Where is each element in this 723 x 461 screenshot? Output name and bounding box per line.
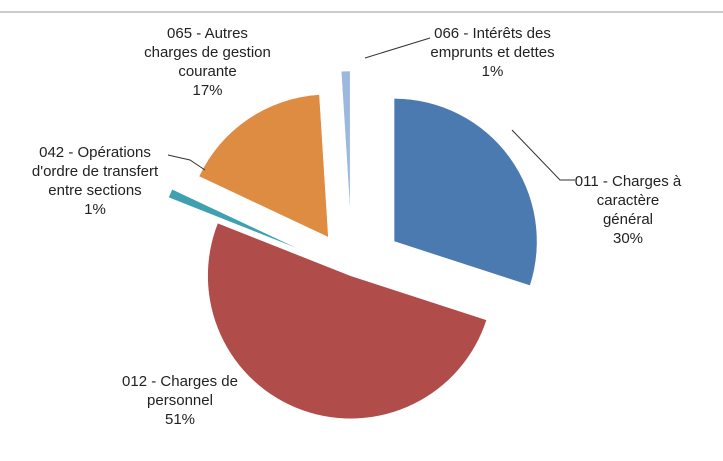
- value-label: 51%: [164, 411, 196, 428]
- leader-line: [364, 37, 431, 59]
- pie-slice: [340, 70, 351, 215]
- value-label: 1%: [481, 63, 504, 80]
- pie-slice: [393, 98, 538, 286]
- value-label: 1%: [84, 201, 106, 218]
- slice-label: 042 - Opérations d'ordre de transfert en…: [20, 143, 170, 219]
- category-label: 042 - Opérations d'ordre de transfert en…: [31, 144, 159, 199]
- category-label: 066 - Intérêts des emprunts et dettes: [430, 25, 555, 61]
- slice-label: 066 - Intérêts des emprunts et dettes 1%: [430, 24, 555, 81]
- pie-slice: [198, 94, 329, 238]
- leader-line: [511, 129, 575, 181]
- value-label: 30%: [612, 230, 644, 247]
- category-label: 011 - Charges à caractère général: [574, 173, 682, 228]
- leader-line: [167, 154, 206, 171]
- slice-label: 012 - Charges de personnel 51%: [95, 372, 265, 429]
- value-label: 17%: [192, 82, 223, 99]
- pie-slice: [207, 222, 487, 420]
- slice-label: 011 - Charges à caractère général 30%: [572, 172, 684, 248]
- slice-label: 065 - Autres charges de gestion courante…: [140, 24, 275, 100]
- category-label: 012 - Charges de personnel: [122, 373, 238, 409]
- pie-slice: [168, 188, 302, 251]
- category-label: 065 - Autres charges de gestion courante: [144, 25, 271, 80]
